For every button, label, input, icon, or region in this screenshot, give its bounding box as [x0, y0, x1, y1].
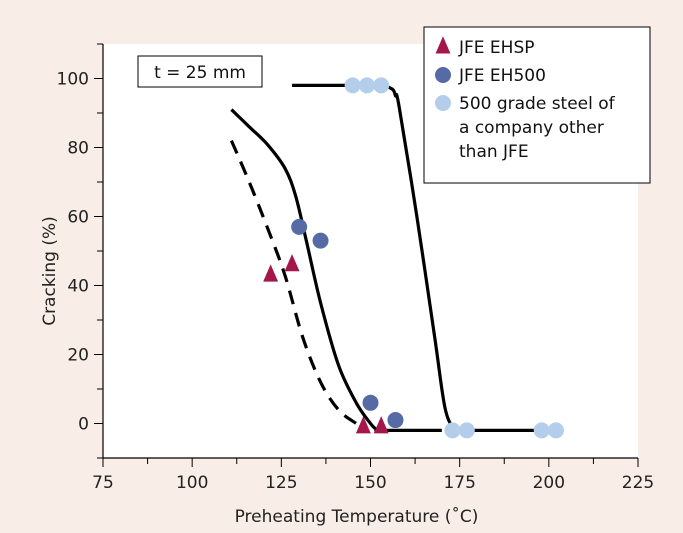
x-tick-label: 175 — [443, 473, 475, 493]
point-3-4 — [444, 422, 461, 439]
legend-label-1: JFE EHSP — [458, 38, 535, 58]
annotation-text: t = 25 mm — [154, 63, 246, 83]
y-tick-label: 60 — [67, 208, 89, 228]
legend-marker-3 — [435, 95, 451, 111]
point-3-7 — [547, 422, 564, 439]
y-axis-title: Cracking (%) — [40, 216, 60, 326]
point-2-3 — [362, 394, 379, 411]
legend-label-2: JFE EH500 — [458, 66, 546, 86]
point-2-1 — [291, 218, 308, 235]
point-3-1 — [344, 77, 361, 94]
y-tick-label: 80 — [67, 139, 89, 159]
y-tick-label: 0 — [78, 415, 89, 435]
point-3-2 — [358, 77, 375, 94]
point-1-2 — [284, 254, 300, 272]
annotation-box — [137, 55, 263, 88]
point-1-3 — [355, 416, 371, 434]
legend-marker-1 — [435, 36, 451, 54]
legend-marker-2 — [435, 67, 451, 83]
y-tick-label: 100 — [57, 70, 89, 90]
y-tick-label: 20 — [67, 346, 89, 366]
point-1-4 — [373, 416, 389, 434]
y-tick-label: 40 — [67, 277, 89, 297]
point-1-1 — [263, 264, 279, 282]
legend-label-3: 500 grade steel of — [459, 94, 616, 114]
x-axis-title: Preheating Temperature (˚C) — [235, 506, 479, 527]
point-3-3 — [373, 77, 390, 94]
legend-label-3: than JFE — [459, 142, 529, 162]
legend-label-3: a company other — [459, 118, 604, 138]
legend-box — [423, 26, 651, 184]
point-3-6 — [533, 422, 550, 439]
point-2-4 — [387, 412, 404, 429]
trend-curve-1 — [229, 139, 368, 432]
point-2-2 — [312, 232, 329, 249]
x-tick-label: 100 — [176, 473, 208, 493]
x-tick-label: 75 — [92, 473, 114, 493]
x-tick-label: 150 — [354, 473, 386, 493]
x-tick-label: 225 — [622, 473, 654, 493]
x-tick-label: 200 — [533, 473, 565, 493]
point-3-5 — [458, 422, 475, 439]
x-tick-label: 125 — [265, 473, 297, 493]
